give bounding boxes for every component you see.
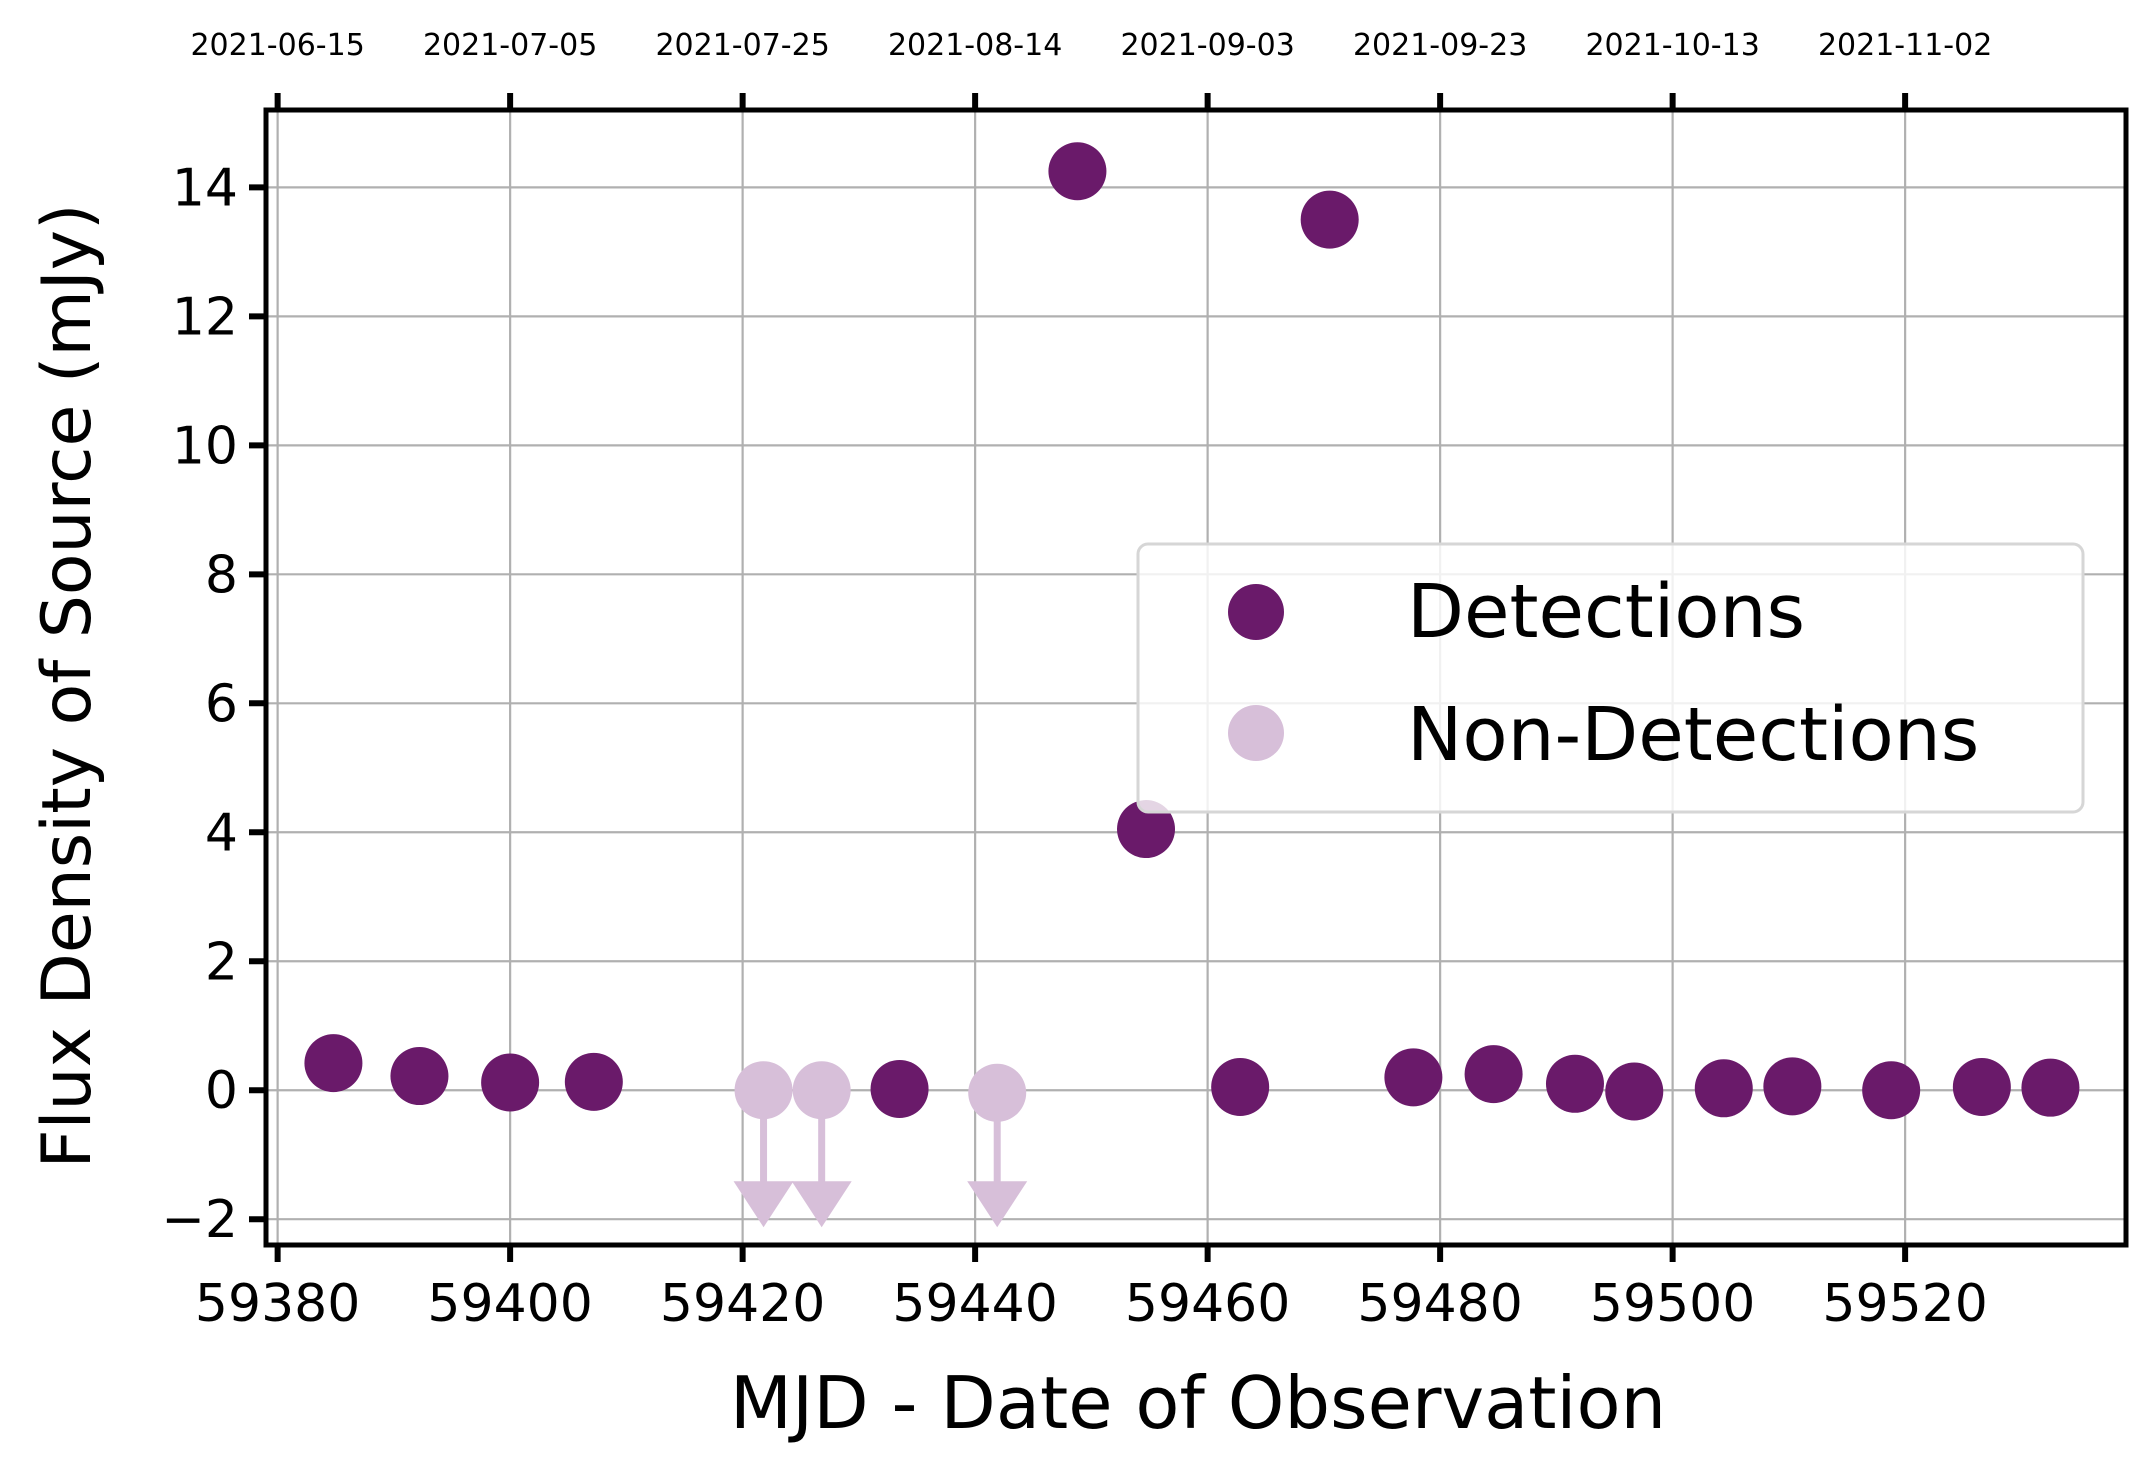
detection-point bbox=[1862, 1061, 1921, 1120]
detection-point bbox=[1211, 1058, 1270, 1117]
plot-frame bbox=[263, 107, 2129, 1248]
detection-point bbox=[1605, 1062, 1664, 1121]
detection-point bbox=[1694, 1059, 1753, 1118]
x-tick-label: 59380 bbox=[195, 1274, 360, 1334]
x-tick-label: 59420 bbox=[660, 1274, 825, 1334]
detection-point bbox=[1384, 1048, 1443, 1107]
y-tick-label: 8 bbox=[205, 545, 238, 605]
y-tick-label: 6 bbox=[205, 674, 238, 734]
detection-point bbox=[1763, 1057, 1822, 1116]
detection-point bbox=[2021, 1058, 2080, 1117]
top-x-tick-label: 2021-09-23 bbox=[1353, 28, 1527, 63]
detection-point bbox=[564, 1052, 623, 1111]
legend: Detections Non-Detections bbox=[1136, 542, 2085, 814]
top-x-tick-label: 2021-10-13 bbox=[1585, 28, 1759, 63]
y-tick-label: 12 bbox=[172, 287, 238, 347]
detection-point bbox=[870, 1059, 929, 1118]
detection-point bbox=[1952, 1058, 2011, 1117]
detection-point bbox=[1048, 142, 1107, 201]
x-tick-label: 59480 bbox=[1357, 1274, 1522, 1334]
detection-point bbox=[304, 1034, 363, 1093]
data-points bbox=[304, 142, 2080, 1122]
x-tick-label: 59520 bbox=[1822, 1274, 1987, 1334]
y-tick-label: 0 bbox=[205, 1061, 238, 1121]
x-tick-label: 59500 bbox=[1590, 1274, 1755, 1334]
non-detection-point bbox=[968, 1063, 1027, 1122]
top-x-tick-label: 2021-07-05 bbox=[423, 28, 597, 63]
top-x-tick-label: 2021-08-14 bbox=[888, 28, 1062, 63]
top-x-tick-label: 2021-09-03 bbox=[1120, 28, 1294, 63]
detection-point bbox=[1464, 1045, 1523, 1104]
legend-detections-marker bbox=[1228, 584, 1284, 640]
y-tick-label: 2 bbox=[205, 932, 238, 992]
top-x-tick-label: 2021-11-02 bbox=[1818, 28, 1992, 63]
y-tick-label: 14 bbox=[172, 158, 238, 218]
y-tick-label: −2 bbox=[161, 1190, 238, 1250]
non-detection-point bbox=[792, 1061, 851, 1120]
upper-limit-arrow-head bbox=[733, 1181, 794, 1228]
legend-non-detections-marker bbox=[1228, 705, 1284, 761]
detection-point bbox=[1117, 800, 1176, 859]
y-tick-label: 4 bbox=[205, 803, 238, 863]
top-x-tick-label: 2021-07-25 bbox=[655, 28, 829, 63]
top-x-tick-label: 2021-06-15 bbox=[190, 28, 364, 63]
upper-limit-arrow-head bbox=[967, 1181, 1028, 1228]
detection-point bbox=[1545, 1054, 1604, 1113]
x-axis-label: MJD - Date of Observation bbox=[730, 1361, 1666, 1445]
y-axis-label: Flux Density of Source (mJy) bbox=[28, 203, 107, 1168]
legend-non-detections-label: Non-Detections bbox=[1407, 692, 1979, 778]
legend-detections-label: Detections bbox=[1407, 569, 1805, 655]
x-tick-label: 59400 bbox=[427, 1274, 592, 1334]
non-detection-point bbox=[734, 1061, 793, 1120]
axis-ticks: 59380 59400 59420 59440 59460 59480 59500 59520… bbox=[161, 28, 1992, 1334]
x-tick-label: 59460 bbox=[1125, 1274, 1290, 1334]
y-tick-label: 10 bbox=[172, 416, 238, 476]
legend-box bbox=[1136, 542, 2085, 814]
detection-point bbox=[390, 1047, 449, 1106]
x-tick-label: 59440 bbox=[892, 1274, 1057, 1334]
upper-limit-arrow-head bbox=[791, 1181, 852, 1228]
detection-point bbox=[481, 1053, 540, 1112]
detection-point bbox=[1300, 190, 1359, 249]
